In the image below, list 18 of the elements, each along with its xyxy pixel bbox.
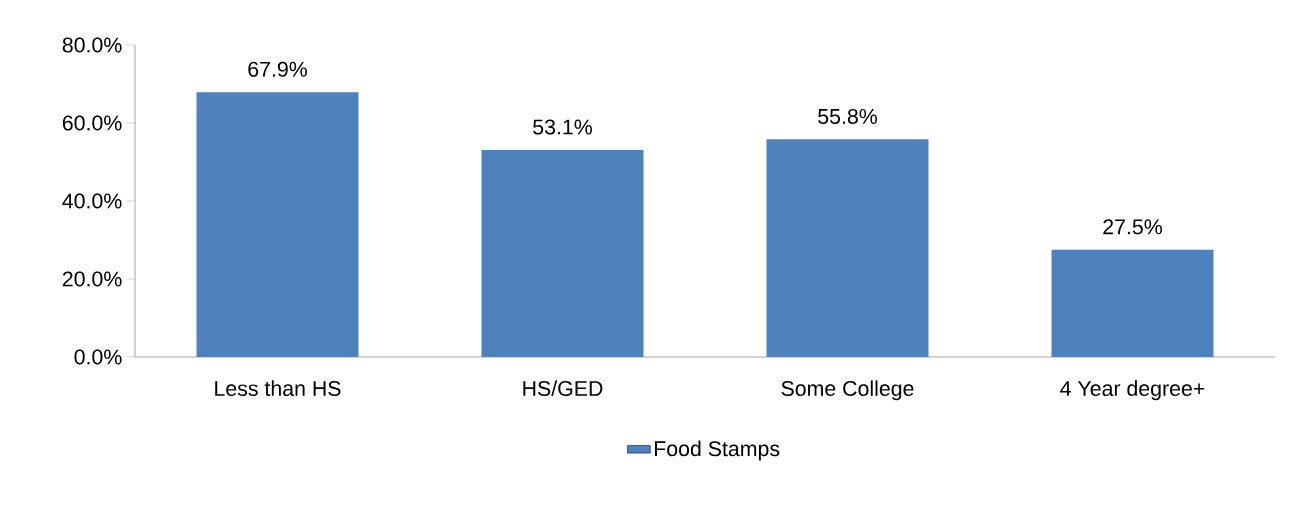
data-label: 67.9%	[248, 61, 307, 77]
y-tick-label: 40.0%	[62, 193, 122, 209]
legend-label: Food Stamps	[654, 440, 780, 461]
data-label: 55.8%	[818, 108, 877, 124]
x-tick-label: Less than HS	[215, 380, 341, 397]
y-tick-label: 20.0%	[62, 271, 122, 287]
bar	[1051, 249, 1214, 357]
data-label: 53.1%	[533, 119, 592, 135]
x-tick-label: Some College	[781, 380, 914, 401]
data-label: 27.5%	[1103, 219, 1162, 235]
x-tick-label: 4 Year degree+	[1060, 380, 1205, 401]
bar	[481, 149, 644, 357]
bar	[196, 92, 359, 357]
x-tick-label: HS/GED	[523, 380, 603, 397]
bar	[766, 139, 929, 357]
y-tick-label: 60.0%	[62, 115, 122, 131]
y-tick-label: 0.0%	[74, 349, 122, 365]
y-tick-label: 80.0%	[62, 37, 122, 53]
